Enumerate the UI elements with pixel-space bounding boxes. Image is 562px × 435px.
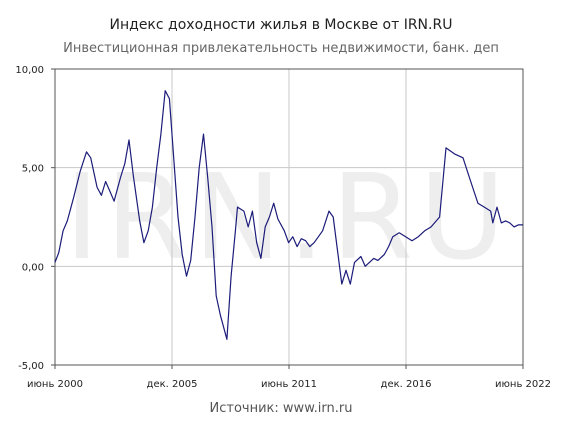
y-tick-label: 10,00 xyxy=(15,65,44,76)
source-text: Источник: www.irn.ru xyxy=(210,401,353,416)
y-tick-label: -5,00 xyxy=(18,361,44,372)
x-tick-label: дек. 2016 xyxy=(381,379,432,390)
x-tick-label: июнь 2022 xyxy=(495,379,551,390)
x-axis-ticks: июнь 2000 дек. 2005 июнь 2011 дек. 2016 июнь… xyxy=(27,365,551,390)
series-line xyxy=(54,90,523,340)
chart-title: Индекс доходности жилья в Москве от IRN.… xyxy=(110,17,453,33)
x-tick-label: июнь 2011 xyxy=(261,379,317,390)
y-tick-label: 5,00 xyxy=(22,164,44,175)
x-tick-label: июнь 2000 xyxy=(27,379,83,390)
plot-area: IRN.RU xyxy=(54,68,524,366)
y-axis-ticks: 10,00 5,00 0,00 -5,00 xyxy=(15,65,55,372)
x-tick-label: дек. 2005 xyxy=(147,379,198,390)
series-layer xyxy=(54,90,523,340)
y-tick-label: 0,00 xyxy=(22,262,44,273)
watermark: IRN.RU xyxy=(65,148,512,286)
chart-subtitle: Инвестиционная привлекательность недвижи… xyxy=(63,41,499,56)
